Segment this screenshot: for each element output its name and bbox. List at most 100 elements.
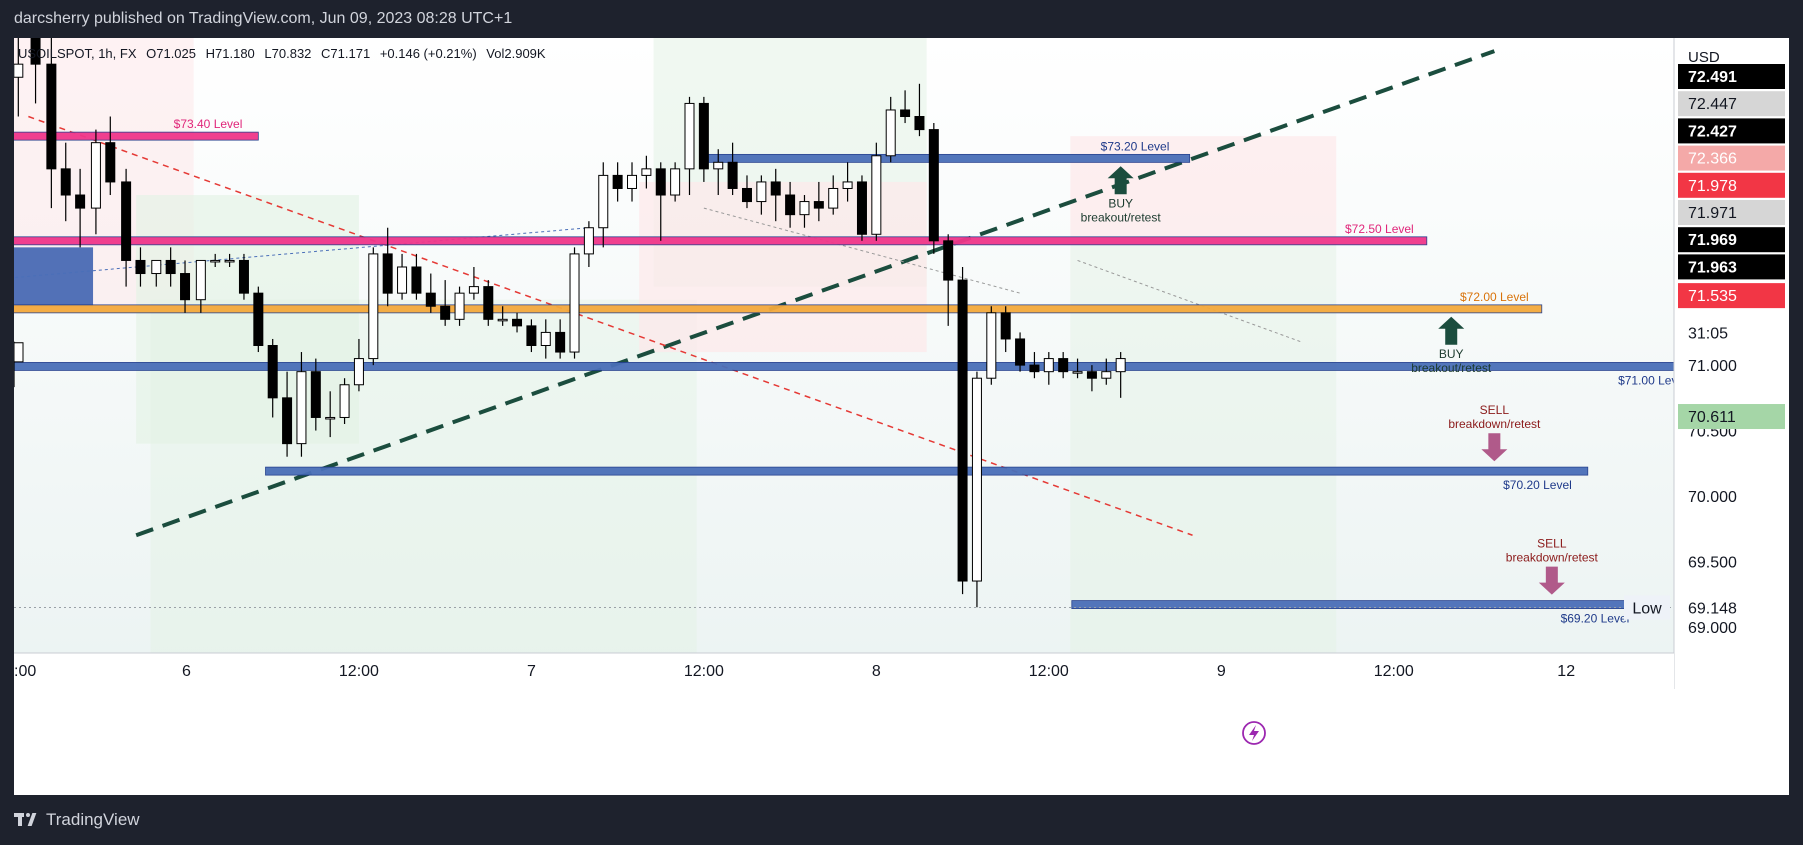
level-band[interactable]: [14, 236, 1428, 246]
price-label[interactable]: 70.611: [1678, 404, 1785, 430]
candle[interactable]: [296, 352, 307, 457]
trendline-uptrend[interactable]: [135, 49, 1496, 538]
level-band[interactable]: [265, 466, 1589, 476]
candle[interactable]: [928, 123, 939, 254]
candle[interactable]: [135, 247, 146, 287]
candle[interactable]: [483, 280, 494, 326]
candle[interactable]: [1101, 358, 1112, 385]
candle[interactable]: [971, 371, 982, 608]
candle[interactable]: [339, 378, 350, 425]
candle[interactable]: [75, 168, 86, 248]
candle[interactable]: [397, 253, 408, 300]
candle[interactable]: [1058, 352, 1069, 379]
candle[interactable]: [1015, 332, 1026, 372]
flash-icon[interactable]: [1242, 721, 1266, 745]
chart-frame[interactable]: $73.20 Level $72.50 Level $72.00 Level $71.…: [14, 38, 1789, 795]
candle[interactable]: [641, 155, 652, 189]
candle[interactable]: [253, 286, 264, 353]
candle[interactable]: [713, 149, 724, 196]
candle[interactable]: [238, 253, 249, 300]
candle[interactable]: [885, 96, 896, 163]
trendline-downtrend[interactable]: [28, 115, 1193, 536]
candle[interactable]: [382, 227, 393, 307]
candle[interactable]: [310, 358, 321, 431]
candle[interactable]: [986, 306, 997, 385]
price-label[interactable]: 72.491: [1678, 64, 1785, 89]
candle[interactable]: [151, 259, 162, 287]
price-label[interactable]: 72.427: [1678, 118, 1785, 144]
candle[interactable]: [684, 96, 695, 196]
price-label[interactable]: 71.978: [1678, 172, 1785, 198]
candle[interactable]: [105, 116, 116, 196]
candle[interactable]: [512, 312, 523, 333]
candle[interactable]: [756, 175, 767, 215]
candle[interactable]: [555, 319, 566, 359]
candle[interactable]: [770, 168, 781, 222]
candle[interactable]: [799, 195, 810, 228]
candle[interactable]: [1115, 352, 1126, 398]
candle[interactable]: [46, 38, 57, 209]
candle[interactable]: [90, 129, 101, 235]
candle[interactable]: [540, 319, 551, 359]
candle[interactable]: [165, 247, 176, 287]
candle[interactable]: [368, 247, 379, 366]
candle[interactable]: [468, 266, 479, 300]
candlestick-chart[interactable]: $73.20 Level $72.50 Level $72.00 Level $71.…: [14, 38, 1789, 795]
candle[interactable]: [353, 338, 364, 392]
candle[interactable]: [210, 253, 221, 267]
candle[interactable]: [655, 162, 666, 241]
candle[interactable]: [727, 142, 738, 196]
candle[interactable]: [180, 260, 191, 313]
price-label[interactable]: 72.366: [1678, 145, 1785, 171]
price-label[interactable]: 72.447: [1678, 91, 1785, 117]
candle[interactable]: [871, 142, 882, 241]
candle[interactable]: [1029, 352, 1040, 379]
candle[interactable]: [1072, 358, 1083, 379]
candle[interactable]: [943, 234, 954, 326]
candle[interactable]: [14, 38, 24, 117]
candle[interactable]: [497, 306, 508, 326]
candle[interactable]: [813, 181, 824, 222]
candle[interactable]: [195, 259, 206, 313]
candle[interactable]: [454, 286, 465, 326]
candle[interactable]: [526, 319, 537, 353]
candle[interactable]: [425, 273, 436, 313]
candle[interactable]: [900, 90, 911, 124]
candle[interactable]: [785, 181, 796, 228]
candle[interactable]: [698, 96, 709, 182]
candle[interactable]: [30, 38, 41, 104]
candle[interactable]: [1000, 306, 1011, 353]
candle[interactable]: [440, 280, 451, 326]
price-label[interactable]: 71.969: [1678, 227, 1785, 253]
price-label[interactable]: 71.963: [1678, 254, 1785, 280]
candle[interactable]: [411, 253, 422, 300]
candle[interactable]: [957, 266, 968, 595]
price-label[interactable]: 71.971: [1678, 200, 1785, 225]
candle[interactable]: [1043, 352, 1054, 385]
candle[interactable]: [569, 247, 580, 359]
price-label[interactable]: 71.535: [1678, 283, 1785, 309]
candle[interactable]: [612, 162, 623, 202]
candle[interactable]: [842, 162, 853, 202]
candle[interactable]: [741, 175, 752, 209]
candle[interactable]: [267, 338, 278, 418]
candle[interactable]: [224, 253, 235, 267]
candle[interactable]: [670, 162, 681, 202]
candle[interactable]: [60, 142, 71, 222]
candle[interactable]: [325, 391, 336, 438]
candle[interactable]: [598, 162, 609, 248]
tradingview-logo[interactable]: TradingView: [14, 810, 140, 830]
candle[interactable]: [627, 162, 638, 202]
candle[interactable]: [282, 371, 293, 457]
candle[interactable]: [121, 168, 132, 287]
level-band[interactable]: [706, 153, 1191, 163]
candle[interactable]: [828, 175, 839, 215]
candle[interactable]: [914, 83, 925, 137]
candle[interactable]: [1086, 365, 1097, 392]
level-band[interactable]: [14, 304, 1543, 314]
candle[interactable]: [583, 221, 594, 267]
